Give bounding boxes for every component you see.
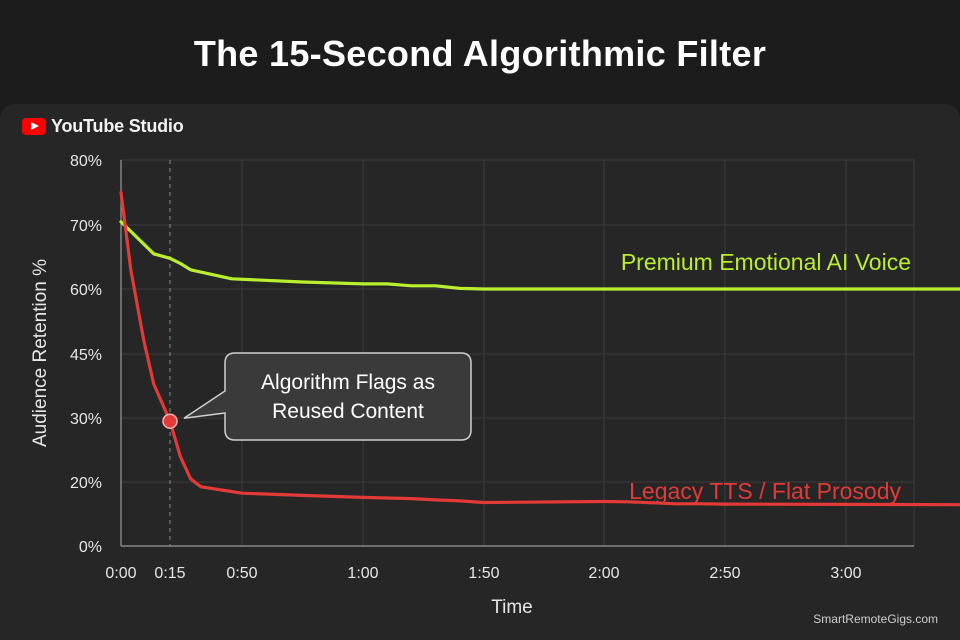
- youtube-play-icon: [22, 118, 46, 135]
- y-tick-label: 70%: [70, 218, 102, 235]
- series-labels: Premium Emotional AI Voice Legacy TTS / F…: [621, 249, 911, 504]
- x-axis-ticks: 0:00 0:15 0:50 1:00 1:50 2:00 2:50 3:00: [105, 565, 861, 582]
- chart-panel: [0, 104, 960, 640]
- x-tick-label: 1:50: [468, 565, 499, 582]
- brand: YouTube Studio: [22, 116, 184, 137]
- x-tick-label: 0:50: [226, 565, 257, 582]
- annotation-callout: Algorithm Flags as Reused Content: [183, 352, 472, 441]
- premium-voice-line: [119, 220, 960, 291]
- x-tick-label: 2:00: [588, 565, 619, 582]
- y-axis-ticks: 0% 20% 30% 45% 60% 70% 80%: [70, 153, 102, 556]
- x-axis-title: Time: [491, 597, 533, 618]
- y-tick-label: 20%: [70, 475, 102, 492]
- legacy-tts-line: [119, 190, 960, 507]
- callout-text-line: Reused Content: [272, 400, 424, 423]
- x-tick-label: 0:15: [154, 565, 185, 582]
- x-tick-label: 3:00: [830, 565, 861, 582]
- y-tick-label: 0%: [79, 539, 102, 556]
- y-tick-label: 80%: [70, 153, 102, 170]
- legacy-tts-label: Legacy TTS / Flat Prosody: [629, 478, 901, 504]
- x-tick-label: 2:50: [709, 565, 740, 582]
- premium-voice-label: Premium Emotional AI Voice: [621, 249, 911, 275]
- y-tick-label: 45%: [70, 347, 102, 364]
- callout-bubble: [183, 352, 472, 441]
- series-lines: [119, 190, 960, 507]
- flag-marker: [162, 413, 178, 429]
- brand-name: YouTube Studio: [51, 116, 184, 136]
- footer-site: SmartRemoteGigs.com: [813, 612, 938, 626]
- y-tick-label: 30%: [70, 411, 102, 428]
- title-bar: The 15-Second Algorithmic Filter: [0, 0, 960, 108]
- y-tick-label: 60%: [70, 282, 102, 299]
- x-tick-label: 1:00: [347, 565, 378, 582]
- x-tick-label: 0:00: [105, 565, 136, 582]
- callout-text-line: Algorithm Flags as: [261, 371, 435, 394]
- page-title: The 15-Second Algorithmic Filter: [193, 33, 767, 74]
- y-axis-title: Audience Retention %: [30, 259, 51, 447]
